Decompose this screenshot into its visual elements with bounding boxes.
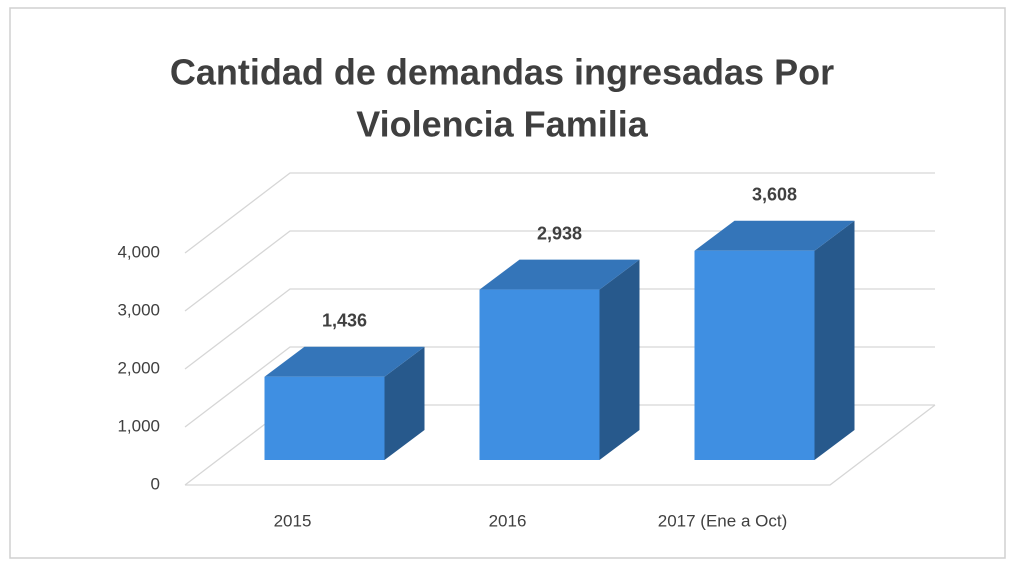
grid-line (184, 172, 935, 254)
y-tick-label: 1,000 (117, 416, 160, 435)
bar-side (599, 259, 640, 460)
y-tick-label: 0 (151, 474, 160, 493)
grid-line (184, 230, 935, 312)
bar-side (384, 346, 425, 460)
bar-top (264, 346, 425, 377)
bar-top (694, 220, 855, 251)
y-tick-label: 3,000 (117, 300, 160, 319)
bar (694, 250, 815, 460)
y-tick-label: 2,000 (117, 358, 160, 377)
data-label: 2,938 (537, 223, 582, 243)
floor-edge (185, 404, 936, 486)
x-tick-label: 2016 (489, 511, 527, 530)
chart-title: Violencia Familia (356, 104, 648, 145)
data-label: 3,608 (752, 184, 797, 204)
bar-top (479, 259, 640, 290)
data-label: 1,436 (322, 310, 367, 330)
x-tick-label: 2017 (Ene a Oct) (658, 511, 787, 530)
bar-side (814, 220, 855, 460)
x-tick-label: 2015 (274, 511, 312, 530)
bar (479, 289, 600, 460)
y-tick-label: 4,000 (117, 242, 160, 261)
bar (264, 376, 385, 460)
chart-title: Cantidad de demandas ingresadas Por (170, 52, 834, 93)
